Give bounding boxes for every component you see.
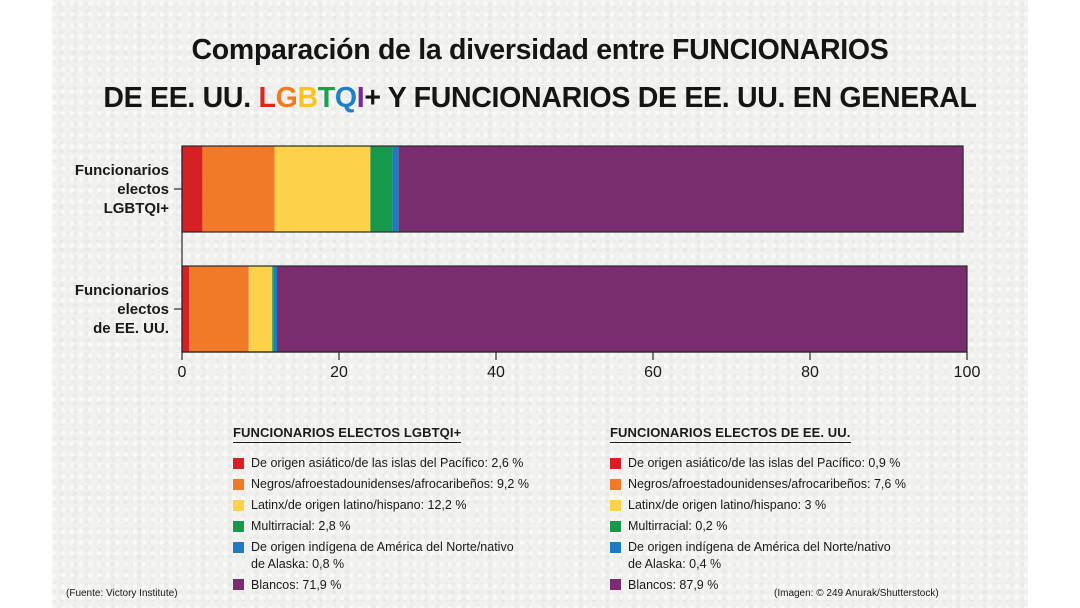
legend-us-item-0: De origen asiático/de las islas del Pací… bbox=[610, 455, 990, 472]
legend-us-item-label: De origen asiático/de las islas del Pací… bbox=[628, 456, 901, 470]
bar-segment-r1-s1 bbox=[189, 266, 249, 352]
legend-us-item-label: Negros/afroestadounidenses/afrocaribeños… bbox=[628, 477, 906, 491]
legend-us-item-2: Latinx/de origen latino/hispano: 3 % bbox=[610, 497, 990, 514]
legend-lgbtqi: FUNCIONARIOS ELECTOS LGBTQI+ De origen a… bbox=[233, 424, 613, 598]
rainbow-letter-5: I bbox=[356, 82, 365, 114]
legend-lgbtqi-list: De origen asiático/de las islas del Pací… bbox=[233, 455, 613, 593]
legend-swatch-icon bbox=[610, 579, 621, 590]
legend-us-list: De origen asiático/de las islas del Pací… bbox=[610, 455, 990, 593]
legend-us-item-label: De origen indígena de América del Norte/… bbox=[628, 540, 891, 571]
bar-segment-r0-s3 bbox=[370, 146, 393, 232]
x-tick-label-3: 60 bbox=[644, 364, 662, 381]
bar-segment-r0-s2 bbox=[274, 146, 371, 232]
chart-title-line-2: DE EE. UU. LGBTQI+ Y FUNCIONARIOS DE EE.… bbox=[52, 82, 1028, 115]
legend-swatch-icon bbox=[233, 541, 244, 553]
bar-segment-r1-s2 bbox=[248, 266, 273, 352]
legend-swatch-icon bbox=[233, 499, 244, 511]
legend-us-heading: FUNCIONARIOS ELECTOS DE EE. UU. bbox=[610, 425, 851, 443]
legend-swatch-icon bbox=[233, 579, 244, 590]
legend-swatch-icon bbox=[233, 478, 244, 490]
category-label-0: Funcionarios electos LGBTQI+ bbox=[75, 162, 169, 217]
bar-segment-r1-s3 bbox=[272, 266, 274, 352]
legend-lgbtqi-item-2: Latinx/de origen latino/hispano: 12,2 % bbox=[233, 497, 613, 514]
legend-swatch-icon bbox=[610, 541, 621, 553]
bar-segment-r1-s4 bbox=[273, 266, 277, 352]
legend-us-item-1: Negros/afroestadounidenses/afrocaribeños… bbox=[610, 476, 990, 493]
legend-lgbtqi-item-label: Negros/afroestadounidenses/afrocaribeños… bbox=[251, 477, 529, 491]
legend-us-item-label: Blancos: 87,9 % bbox=[628, 577, 719, 592]
rainbow-letter-4: Q bbox=[334, 82, 357, 114]
legend-lgbtqi-item-label: De origen asiático/de las islas del Pací… bbox=[251, 456, 524, 470]
bar-segment-r0-s1 bbox=[202, 146, 275, 232]
legend-lgbtqi-item-label: Multirracial: 2,8 % bbox=[251, 519, 351, 533]
legend-swatch-icon bbox=[610, 499, 621, 511]
legend-us-item-label: Latinx/de origen latino/hispano: 3 % bbox=[628, 498, 827, 512]
bar-segment-r0-s5 bbox=[398, 146, 964, 232]
rainbow-letter-0: L bbox=[258, 82, 276, 114]
legend-lgbtqi-item-label: De origen indígena de América del Norte/… bbox=[251, 540, 514, 571]
legend-lgbtqi-heading: FUNCIONARIOS ELECTOS LGBTQI+ bbox=[233, 425, 462, 443]
legend-lgbtqi-item-1: Negros/afroestadounidenses/afrocaribeños… bbox=[233, 476, 613, 493]
legend-swatch-icon bbox=[610, 478, 621, 490]
rainbow-letter-3: T bbox=[317, 82, 335, 114]
legend-lgbtqi-item-4: De origen indígena de América del Norte/… bbox=[233, 539, 613, 572]
legend-us-item-4: De origen indígena de América del Norte/… bbox=[610, 539, 990, 572]
legend-swatch-icon bbox=[233, 520, 244, 532]
legend-us: FUNCIONARIOS ELECTOS DE EE. UU. De orige… bbox=[610, 424, 990, 598]
legend-lgbtqi-item-3: Multirracial: 2,8 % bbox=[233, 518, 613, 535]
bar-segment-r0-s0 bbox=[182, 146, 203, 232]
x-tick-label-5: 100 bbox=[954, 364, 981, 381]
legend-lgbtqi-item-label: Latinx/de origen latino/hispano: 12,2 % bbox=[251, 498, 467, 512]
image-credit: (Imagen: © 249 Anurak/Shutterstock) bbox=[774, 588, 939, 599]
title-suffix: + Y FUNCIONARIOS DE EE. UU. EN GENERAL bbox=[364, 82, 977, 114]
source-note: (Fuente: Victory Institute) bbox=[66, 588, 178, 599]
legend-swatch-icon bbox=[610, 520, 621, 532]
x-tick-label-4: 80 bbox=[801, 364, 819, 381]
legend-us-item-label: Multirracial: 0,2 % bbox=[628, 519, 728, 533]
bar-segment-r1-s5 bbox=[276, 266, 967, 352]
x-tick-label-1: 20 bbox=[330, 364, 348, 381]
x-tick-label-2: 40 bbox=[487, 364, 505, 381]
legend-lgbtqi-item-5: Blancos: 71,9 % bbox=[233, 577, 613, 594]
bar-segment-r0-s4 bbox=[392, 146, 399, 232]
legend-us-item-5: Blancos: 87,9 % bbox=[610, 577, 990, 594]
legend-lgbtqi-item-0: De origen asiático/de las islas del Pací… bbox=[233, 455, 613, 472]
chart-title-line-1: Comparación de la diversidad entre FUNCI… bbox=[191, 34, 889, 66]
legend-us-item-3: Multirracial: 0,2 % bbox=[610, 518, 990, 535]
lgbtqi-rainbow-word: LGBTQI bbox=[258, 82, 364, 114]
title-prefix: DE EE. UU. bbox=[103, 82, 259, 114]
legend-swatch-icon bbox=[610, 457, 621, 469]
legend-swatch-icon bbox=[233, 457, 244, 469]
stacked-bar-chart: Funcionarios electos LGBTQI+ Funcionarios el… bbox=[75, 145, 981, 381]
x-tick-label-0: 0 bbox=[178, 364, 187, 381]
category-label-1: Funcionarios electos de EE. UU. bbox=[75, 282, 169, 337]
bar-segment-r1-s0 bbox=[182, 266, 190, 352]
legend-lgbtqi-item-label: Blancos: 71,9 % bbox=[251, 577, 342, 592]
rainbow-letter-2: B bbox=[297, 82, 318, 114]
rainbow-letter-1: G bbox=[275, 82, 298, 114]
